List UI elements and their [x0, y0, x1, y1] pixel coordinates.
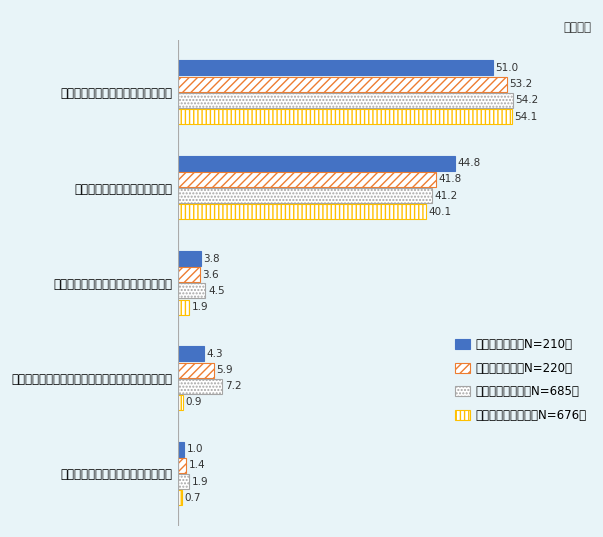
Text: 1.9: 1.9 — [192, 302, 209, 312]
Text: 4.3: 4.3 — [207, 349, 223, 359]
Text: 51.0: 51.0 — [496, 63, 519, 73]
Text: 4.5: 4.5 — [208, 286, 224, 296]
Text: 53.2: 53.2 — [509, 79, 532, 89]
Text: 44.8: 44.8 — [457, 158, 481, 168]
Bar — [178, 458, 186, 473]
Text: 0.7: 0.7 — [185, 493, 201, 503]
Bar — [178, 284, 206, 299]
Bar — [178, 490, 182, 505]
Text: 1.4: 1.4 — [189, 460, 206, 470]
Bar — [178, 362, 214, 378]
Bar — [178, 188, 432, 203]
Text: 3.8: 3.8 — [204, 253, 220, 264]
Bar — [178, 474, 189, 489]
Bar — [178, 395, 183, 410]
Text: 5.9: 5.9 — [216, 365, 233, 375]
Text: 41.8: 41.8 — [438, 175, 462, 184]
Bar — [178, 93, 513, 108]
Legend: 電気機械器具（N=210）, 輸送機械器具（N=220）, 大企業・製造業（N=685）, 中小企業・製造業（N=676）: 電気機械器具（N=210）, 輸送機械器具（N=220）, 大企業・製造業（N=… — [452, 335, 590, 425]
Text: 3.6: 3.6 — [203, 270, 219, 280]
Bar — [178, 172, 436, 187]
Text: 40.1: 40.1 — [428, 207, 451, 217]
Bar — [178, 442, 184, 456]
Bar — [178, 251, 201, 266]
Text: 1.9: 1.9 — [192, 476, 209, 487]
Text: 1.0: 1.0 — [186, 444, 203, 454]
Bar — [178, 267, 200, 282]
Bar — [178, 300, 189, 315]
Bar — [178, 156, 455, 171]
Text: 7.2: 7.2 — [225, 381, 241, 391]
Bar — [178, 379, 222, 394]
Text: 41.2: 41.2 — [435, 191, 458, 201]
Bar — [178, 109, 512, 124]
Text: 54.1: 54.1 — [514, 112, 538, 121]
Bar — [178, 346, 204, 361]
Bar — [178, 77, 507, 92]
Text: 単位：％: 単位：％ — [564, 21, 592, 34]
Text: 0.9: 0.9 — [186, 397, 202, 408]
Bar — [178, 61, 493, 75]
Bar — [178, 205, 426, 219]
Text: 54.2: 54.2 — [515, 96, 538, 105]
